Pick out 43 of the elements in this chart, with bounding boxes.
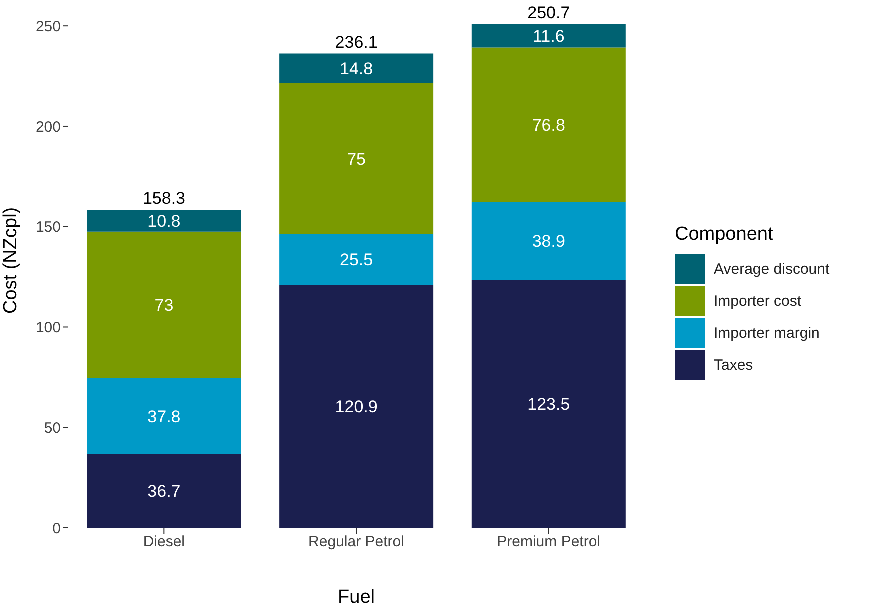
total-label: 158.3 (142, 189, 186, 208)
data-label: 76.8 (532, 116, 566, 135)
data-label: 36.7 (148, 482, 181, 502)
legend-label: Average discount (714, 260, 830, 278)
legend-label: Importer margin (714, 324, 820, 342)
legend-label: Importer cost (714, 292, 802, 310)
data-label: 75 (347, 150, 366, 169)
x-axis-title: Fuel (338, 587, 375, 605)
bar (280, 54, 434, 84)
total-label: 236.1 (335, 32, 378, 52)
bar (472, 48, 626, 202)
bar (280, 234, 434, 286)
bar (472, 24, 626, 48)
data-label: 14.8 (340, 60, 374, 79)
bar (87, 232, 242, 378)
x-tick-label: Regular Petrol (308, 534, 404, 551)
y-tick-label: 0 (52, 520, 61, 538)
data-label: 120.9 (335, 398, 378, 417)
y-tick-label: 200 (36, 118, 61, 136)
data-label: 73 (154, 296, 174, 316)
bar (472, 280, 626, 528)
y-tick-label: 250 (36, 18, 61, 36)
data-label: 10.8 (148, 212, 181, 232)
x-tick-label: Diesel (143, 534, 186, 551)
y-tick-label: 50 (44, 420, 61, 437)
data-label: 123.5 (528, 395, 570, 414)
x-tick-label: Premium Petrol (497, 534, 601, 551)
y-axis-title: Cost (NZcpl) (0, 207, 22, 314)
bar (87, 210, 242, 232)
y-tick-label: 100 (36, 320, 61, 337)
total-label: 250.7 (528, 3, 570, 22)
data-label: 37.8 (148, 407, 181, 426)
data-label: 11.6 (532, 27, 565, 46)
data-label: 25.5 (340, 250, 374, 270)
bar (472, 202, 626, 280)
y-tick-label: 150 (36, 219, 61, 236)
bar (280, 285, 434, 528)
bar (280, 84, 434, 234)
bar (87, 454, 242, 528)
legend-title: Component (675, 224, 774, 246)
bar (87, 378, 242, 454)
data-label: 38.9 (532, 232, 566, 252)
legend-label: Taxes (714, 356, 754, 374)
